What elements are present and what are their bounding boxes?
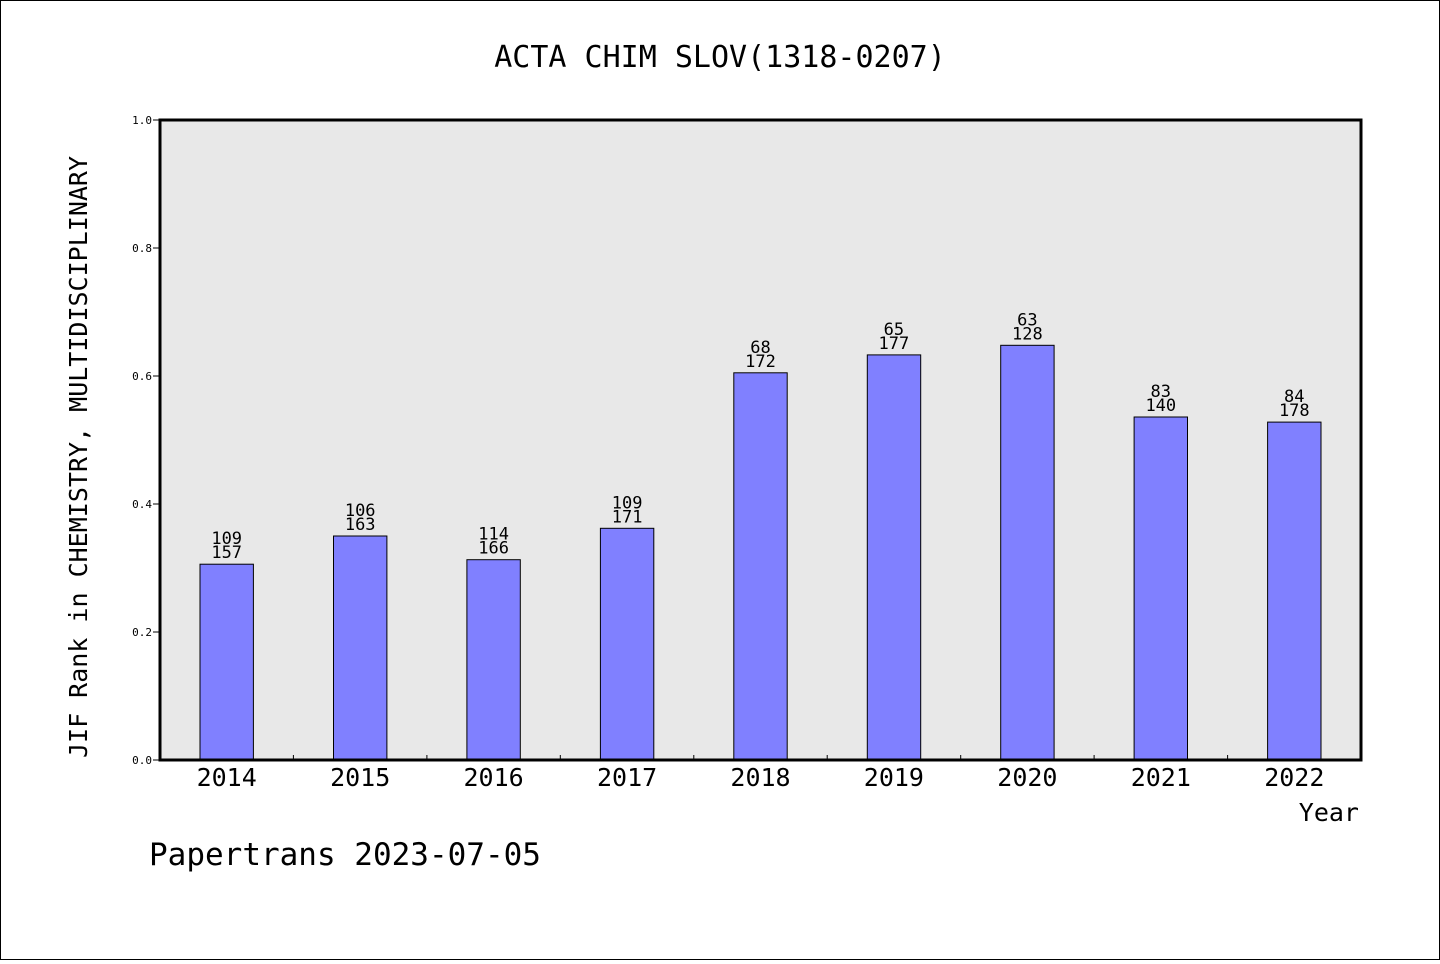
bar-label-total-2016: 166 <box>478 539 509 559</box>
bar-label-total-2015: 163 <box>345 515 376 535</box>
bar-label-rank-2016: 114 <box>478 525 509 545</box>
x-tick-label-2017: 2017 <box>597 763 657 792</box>
bar-label-total-2020: 128 <box>1012 324 1043 344</box>
bar-label-total-2014: 157 <box>211 543 242 563</box>
x-tick-label-2018: 2018 <box>730 763 790 792</box>
x-tick-label-2014: 2014 <box>197 763 257 792</box>
y-axis-label: JIF Rank in CHEMISTRY, MULTIDISCIPLINARY <box>64 156 93 758</box>
x-axis-label: Year <box>1299 798 1359 827</box>
plot-border <box>158 118 1363 762</box>
bar-2014 <box>199 563 254 761</box>
bar-label-rank-2022: 84 <box>1284 387 1304 407</box>
bar-2019 <box>866 354 922 761</box>
bar-label-rank-2021: 83 <box>1151 382 1171 402</box>
y-tick-label: 0.6 <box>132 370 152 383</box>
bar-2017 <box>599 527 655 761</box>
bar-label-rank-2017: 109 <box>612 493 643 513</box>
bar-label-total-2021: 140 <box>1145 396 1176 416</box>
chart-title: ACTA CHIM SLOV(1318-0207) <box>494 40 946 75</box>
x-axis: 2014 2015 2016 2017 2018 2019 2020 2021 2022 <box>197 755 1324 792</box>
y-tick-label: 1.0 <box>132 114 152 127</box>
y-tick-label: 0.8 <box>132 242 152 255</box>
y-axis: 0.0 0.2 0.4 0.6 0.8 1.0 <box>132 114 160 767</box>
bar-label-rank-2018: 68 <box>750 338 770 358</box>
bar-2022 <box>1267 421 1322 761</box>
bar-label-total-2019: 177 <box>879 334 910 354</box>
y-tick-label: 0.2 <box>132 626 152 639</box>
bar-label-total-2017: 171 <box>612 507 643 527</box>
bar-label-rank-2019: 65 <box>884 320 904 340</box>
bar-2021 <box>1133 416 1188 761</box>
bar-2015 <box>333 535 388 761</box>
x-tick-label-2021: 2021 <box>1131 763 1191 792</box>
bar-label-rank-2015: 106 <box>345 501 376 521</box>
bar-label-total-2022: 178 <box>1279 401 1310 421</box>
bar-2020 <box>1000 344 1055 761</box>
x-tick-label-2019: 2019 <box>864 763 924 792</box>
bars-group <box>199 344 1322 761</box>
bar-label-rank-2020: 63 <box>1017 310 1037 330</box>
y-tick-label: 0.0 <box>132 754 152 767</box>
y-tick-label: 0.4 <box>132 498 152 511</box>
bar-2016 <box>466 559 521 761</box>
bar-label-rank-2014: 109 <box>211 529 242 549</box>
bar-2018 <box>733 372 788 761</box>
x-tick-label-2020: 2020 <box>997 763 1057 792</box>
bar-label-total-2018: 172 <box>745 352 776 372</box>
x-tick-label-2022: 2022 <box>1264 763 1324 792</box>
x-tick-label-2016: 2016 <box>463 763 523 792</box>
footer-credit: Papertrans 2023-07-05 <box>149 837 541 873</box>
x-tick-label-2015: 2015 <box>330 763 390 792</box>
